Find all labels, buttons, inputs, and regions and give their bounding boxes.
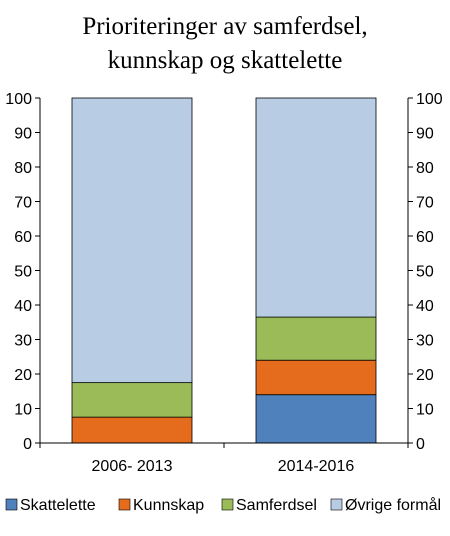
y-tick-label-left: 0 bbox=[23, 436, 32, 453]
y-tick-label-right: 40 bbox=[416, 298, 434, 315]
bar-segment-1-2 bbox=[71, 416, 193, 444]
bar-segment-1-4 bbox=[71, 97, 193, 384]
y-tick-label-left: 30 bbox=[14, 333, 32, 350]
legend-swatch bbox=[5, 498, 18, 511]
legend: Skattelette Kunnskap Samferdsel Øvrige form… bbox=[5, 496, 441, 514]
y-tick-label-right: 20 bbox=[416, 367, 434, 384]
plot-area: 2006- 2013 2014-2016 0 0 10 10 20 20 30 30 40 40 50 5… bbox=[5, 91, 443, 475]
y-tick-label-right: 100 bbox=[416, 91, 443, 108]
y-tick-label-right: 90 bbox=[416, 126, 434, 143]
y-tick-label-left: 100 bbox=[5, 91, 32, 108]
legend-swatch bbox=[118, 498, 131, 511]
legend-label: Øvrige formål bbox=[345, 496, 441, 514]
x-tick-label: 2006- 2013 bbox=[92, 458, 173, 475]
y-tick-label-left: 70 bbox=[14, 195, 32, 212]
y-tick-label-right: 10 bbox=[416, 402, 434, 419]
y-tick-label-right: 50 bbox=[416, 264, 434, 281]
chart-title-line-2: kunnskap og skattelette bbox=[108, 47, 343, 74]
legend-label: Skattelette bbox=[20, 497, 96, 514]
y-tick-label-right: 80 bbox=[416, 160, 434, 177]
legend-label: Kunnskap bbox=[133, 497, 204, 514]
y-tick-label-left: 90 bbox=[14, 126, 32, 143]
legend-swatch bbox=[221, 498, 234, 511]
y-tick-label-left: 20 bbox=[14, 367, 32, 384]
bar-segment-1-3 bbox=[71, 382, 193, 418]
y-tick-label-right: 0 bbox=[416, 436, 425, 453]
y-tick-label-right: 60 bbox=[416, 229, 434, 246]
y-tick-label-left: 50 bbox=[14, 264, 32, 281]
legend-swatch bbox=[330, 498, 343, 511]
bar-segment-2-4 bbox=[255, 97, 377, 318]
y-tick-label-left: 80 bbox=[14, 160, 32, 177]
y-tick-label-right: 70 bbox=[416, 195, 434, 212]
y-tick-label-left: 40 bbox=[14, 298, 32, 315]
y-tick-label-right: 30 bbox=[416, 333, 434, 350]
y-tick-label-left: 10 bbox=[14, 402, 32, 419]
bar-segment-2-3 bbox=[255, 316, 377, 361]
x-tick-label: 2014-2016 bbox=[278, 458, 355, 475]
y-tick-label-left: 60 bbox=[14, 229, 32, 246]
bar-segment-2-1 bbox=[255, 394, 377, 444]
bar-segment-2-2 bbox=[255, 359, 377, 396]
legend-label: Samferdsel bbox=[236, 497, 317, 514]
chart-title-line-1: Prioriteringer av samferdsel, bbox=[82, 13, 367, 40]
